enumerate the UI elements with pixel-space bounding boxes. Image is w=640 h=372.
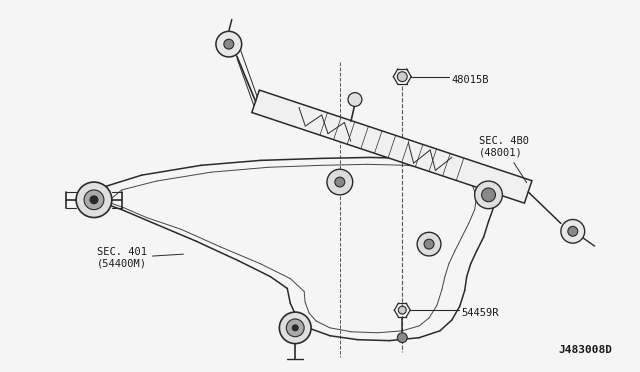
Circle shape: [568, 227, 578, 236]
Circle shape: [397, 72, 407, 81]
Circle shape: [424, 239, 434, 249]
Text: 54459R: 54459R: [461, 308, 499, 318]
Circle shape: [397, 333, 407, 343]
Circle shape: [348, 93, 362, 106]
Circle shape: [475, 181, 502, 209]
Circle shape: [561, 219, 585, 243]
Circle shape: [481, 188, 495, 202]
Circle shape: [286, 319, 304, 337]
Circle shape: [216, 31, 242, 57]
Circle shape: [335, 177, 345, 187]
Circle shape: [224, 39, 234, 49]
Circle shape: [292, 325, 298, 331]
Circle shape: [398, 306, 406, 314]
Circle shape: [84, 190, 104, 210]
Text: SEC. 4B0
(48001): SEC. 4B0 (48001): [479, 136, 529, 183]
Circle shape: [76, 182, 112, 218]
Circle shape: [90, 196, 98, 204]
Circle shape: [417, 232, 441, 256]
Circle shape: [279, 312, 311, 344]
Text: J483008D: J483008D: [559, 346, 612, 355]
Text: 48015B: 48015B: [452, 75, 490, 84]
Polygon shape: [252, 90, 532, 203]
Circle shape: [327, 169, 353, 195]
Text: SEC. 401
(54400M): SEC. 401 (54400M): [97, 247, 184, 269]
